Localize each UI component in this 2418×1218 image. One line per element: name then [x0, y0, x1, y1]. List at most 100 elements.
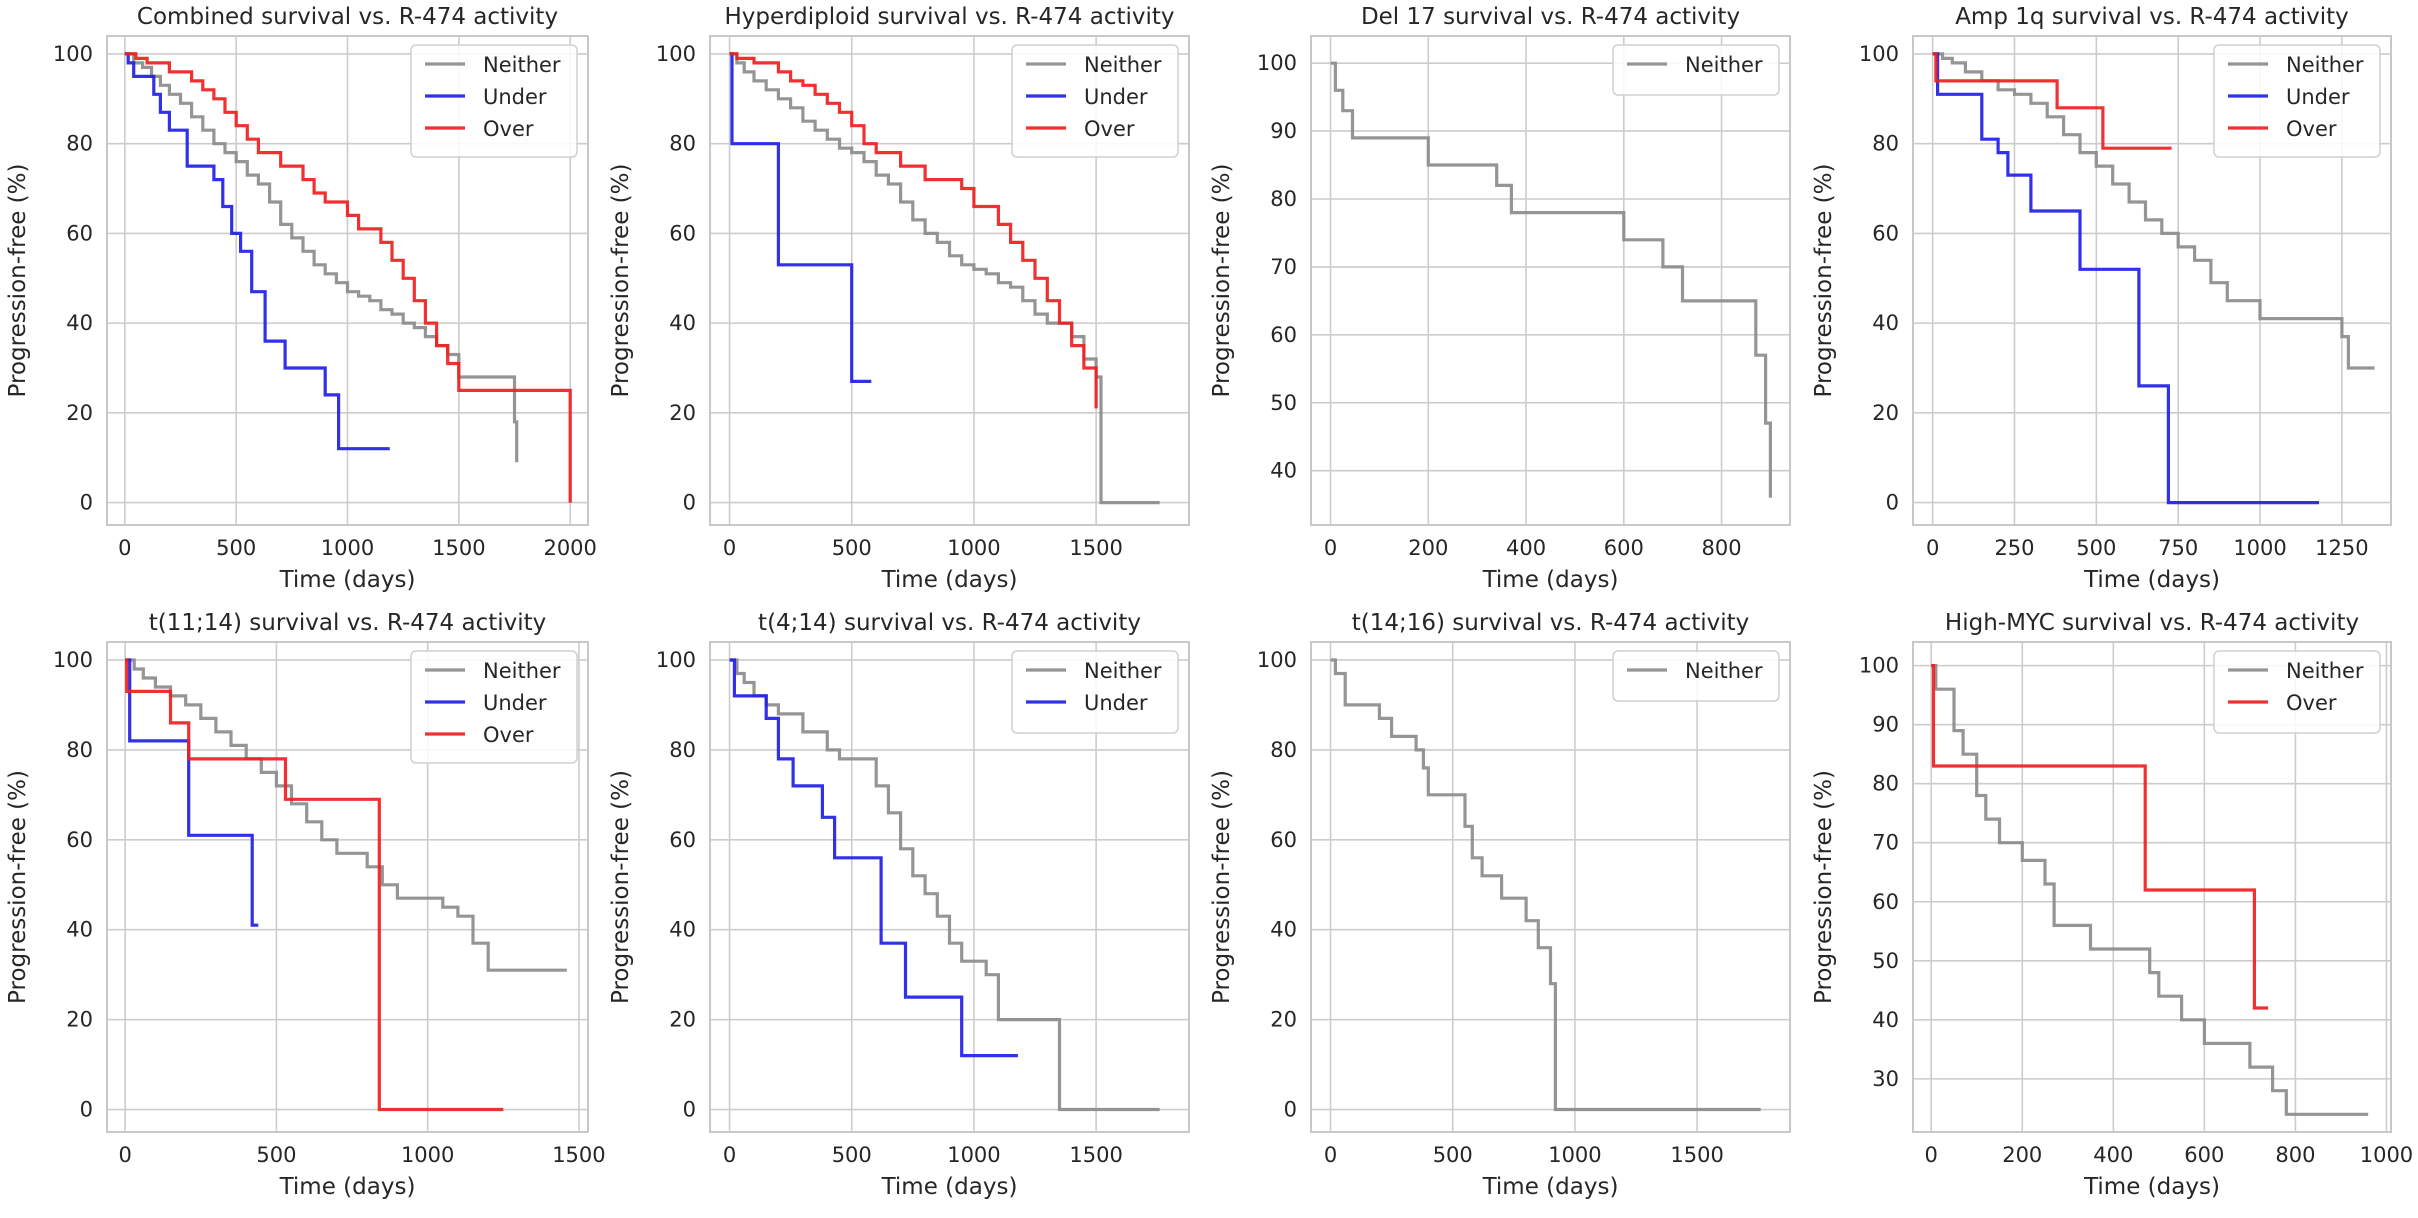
axes-frame [106, 641, 589, 1133]
y-tick-label: 60 [669, 221, 696, 245]
x-tick-label: 750 [2158, 536, 2198, 560]
y-tick-label: 40 [1872, 311, 1899, 335]
y-axis-label: Progression-free (%) [1811, 164, 1837, 398]
y-tick-label: 20 [1270, 1008, 1297, 1032]
y-tick-label: 0 [80, 491, 93, 515]
y-tick-label: 40 [1872, 1008, 1899, 1032]
x-tick-label: 1500 [432, 536, 485, 560]
chart-panel-5: 0 500 1000 1500 0 20 40 60 80 100 t(11;14) surviva… [5, 610, 606, 1200]
legend: Neither Under Over [1011, 44, 1179, 158]
chart-panel-2: 0 500 1000 1500 0 20 40 60 80 100 Hyperdiploid sur… [608, 4, 1190, 593]
plot-area [1311, 36, 1790, 525]
y-tick-label: 50 [1872, 949, 1899, 973]
legend-label-neither: Neither [483, 53, 561, 77]
y-tick-label: 100 [1257, 648, 1297, 672]
y-tick-label: 80 [669, 738, 696, 762]
x-tick-label: 1500 [1670, 1143, 1723, 1167]
y-tick-label: 60 [669, 828, 696, 852]
legend-label-neither: Neither [1685, 659, 1763, 683]
y-tick-label: 40 [66, 918, 93, 942]
axes-frame [1310, 35, 1791, 526]
y-tick-label: 80 [1872, 772, 1899, 796]
series-line-over [729, 52, 1098, 409]
y-tick-label: 20 [1872, 401, 1899, 425]
y-tick-label: 70 [1270, 255, 1297, 279]
y-axis-label: Progression-free (%) [1209, 770, 1235, 1004]
chart-title: Hyperdiploid survival vs. R-474 activity [724, 4, 1174, 30]
chart-title: Combined survival vs. R-474 activity [137, 4, 558, 30]
series-line-under [124, 52, 390, 451]
legend-label-over: Over [2286, 691, 2337, 715]
x-tick-label: 0 [1324, 536, 1337, 560]
series-line-over [124, 52, 572, 503]
y-tick-label: 30 [1872, 1067, 1899, 1091]
y-tick-label: 80 [1270, 187, 1297, 211]
x-tick-label: 0 [1925, 1143, 1938, 1167]
chart-title: t(11;14) survival vs. R-474 activity [149, 610, 547, 636]
y-axis-label: Progression-free (%) [1209, 164, 1235, 398]
y-tick-label: 0 [1886, 491, 1899, 515]
y-tick-label: 90 [1872, 713, 1899, 737]
legend-label-over: Over [2286, 117, 2337, 141]
x-tick-label: 500 [256, 1143, 296, 1167]
legend: Neither Over [2213, 650, 2381, 734]
x-tick-label: 250 [1994, 536, 2034, 560]
y-tick-label: 20 [669, 401, 696, 425]
y-tick-label: 90 [1270, 119, 1297, 143]
chart-panel-4: 0 250 500 750 1000 1250 0 20 40 60 80 100 Amp 1q sur… [1811, 4, 2392, 593]
y-tick-label: 60 [1270, 828, 1297, 852]
axes-frame [1912, 35, 2392, 526]
legend-label-neither: Neither [1685, 53, 1763, 77]
y-tick-label: 0 [80, 1098, 93, 1122]
y-tick-label: 80 [1872, 132, 1899, 156]
axes-frame [106, 35, 589, 526]
legend-label-under: Under [1084, 691, 1148, 715]
x-tick-label: 500 [832, 536, 872, 560]
chart-title: High-MYC survival vs. R-474 activity [1945, 610, 2359, 636]
chart-panel-8: 0 200 400 600 800 1000 30 40 50 60 70 80 90 100 High-M… [1811, 610, 2413, 1200]
legend-label-under: Under [2286, 85, 2350, 109]
x-tick-label: 1250 [2315, 536, 2368, 560]
y-tick-label: 40 [1270, 459, 1297, 483]
x-axis-label: Time (days) [279, 567, 416, 593]
legend-label-over: Over [1084, 117, 1135, 141]
x-tick-label: 1000 [2233, 536, 2286, 560]
x-axis-label: Time (days) [881, 567, 1018, 593]
y-tick-label: 80 [669, 132, 696, 156]
x-tick-label: 0 [118, 1143, 131, 1167]
y-axis-label: Progression-free (%) [608, 770, 634, 1004]
y-tick-label: 40 [66, 311, 93, 335]
y-tick-label: 100 [656, 42, 696, 66]
series-line-neither [1932, 52, 2375, 370]
y-tick-label: 70 [1872, 831, 1899, 855]
y-tick-label: 60 [1270, 323, 1297, 347]
x-tick-label: 1000 [1548, 1143, 1601, 1167]
chart-title: Del 17 survival vs. R-474 activity [1361, 4, 1740, 30]
y-tick-label: 20 [66, 1008, 93, 1032]
series-line-neither [1931, 664, 2369, 1116]
y-tick-label: 60 [1872, 221, 1899, 245]
chart-panel-3: 0 200 400 600 800 40 50 60 70 80 90 100 Del 17 survi… [1209, 4, 1791, 593]
axes-frame [709, 35, 1190, 526]
x-tick-label: 0 [1926, 536, 1939, 560]
x-tick-label: 600 [1604, 536, 1644, 560]
x-tick-label: 0 [723, 1143, 736, 1167]
legend-label-under: Under [483, 85, 547, 109]
y-tick-label: 60 [66, 828, 93, 852]
y-tick-label: 60 [1872, 890, 1899, 914]
legend: Neither Under Over [410, 44, 578, 158]
series-line-over [125, 658, 504, 1112]
y-tick-label: 100 [1859, 42, 1899, 66]
y-tick-label: 80 [66, 738, 93, 762]
x-tick-label: 1500 [1069, 1143, 1122, 1167]
x-tick-label: 2000 [543, 536, 596, 560]
legend: Neither [1612, 44, 1780, 96]
legend-label-under: Under [1084, 85, 1148, 109]
plot-area [1311, 642, 1790, 1132]
y-tick-label: 40 [1270, 918, 1297, 942]
legend: Neither Under Over [2213, 44, 2381, 158]
series-line-neither [1330, 61, 1772, 498]
series-line-under [125, 658, 259, 927]
x-axis-label: Time (days) [2083, 1174, 2220, 1200]
x-axis-label: Time (days) [1482, 567, 1619, 593]
